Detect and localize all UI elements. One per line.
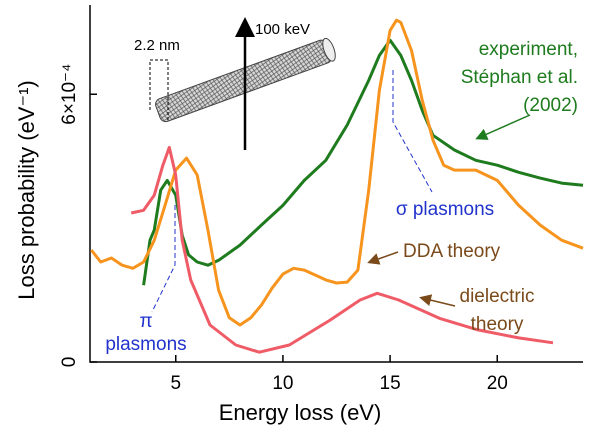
x-tick-label: 10 bbox=[272, 373, 293, 394]
pointer bbox=[392, 70, 433, 193]
annotation: Stéphan et al. bbox=[461, 67, 578, 88]
pointer bbox=[419, 294, 456, 307]
x-axis-label: Energy loss (eV) bbox=[219, 400, 382, 425]
series-line bbox=[142, 38, 584, 286]
y-tick-label: 0 bbox=[59, 357, 80, 368]
annotation: σ plasmons bbox=[396, 199, 494, 220]
annotation: theory bbox=[471, 314, 524, 335]
series-line bbox=[90, 18, 584, 327]
pointer bbox=[367, 251, 399, 265]
plot-area: 5 10 15 20 0 6×10⁻⁴ bbox=[59, 5, 584, 394]
annotation: experiment, bbox=[479, 39, 578, 60]
pointer bbox=[151, 205, 176, 313]
beam-label: 100 keV bbox=[255, 21, 310, 38]
annotation: plasmons bbox=[105, 334, 186, 355]
x-tick-label: 5 bbox=[170, 373, 181, 394]
y-axis-label: Loss probability (eV⁻¹) bbox=[14, 80, 39, 299]
annotation: π bbox=[139, 311, 152, 332]
diameter-label: 2.2 nm bbox=[134, 37, 180, 54]
nanotube-inset bbox=[149, 17, 336, 150]
pointer bbox=[475, 114, 531, 140]
x-tick-label: 15 bbox=[380, 373, 401, 394]
y-tick-label: 6×10⁻⁴ bbox=[59, 64, 80, 125]
series-line bbox=[130, 145, 554, 354]
annotation: dielectric bbox=[460, 286, 535, 307]
annotation: (2002) bbox=[523, 95, 578, 116]
x-tick-label: 20 bbox=[487, 373, 508, 394]
annotation: DDA theory bbox=[403, 241, 501, 262]
